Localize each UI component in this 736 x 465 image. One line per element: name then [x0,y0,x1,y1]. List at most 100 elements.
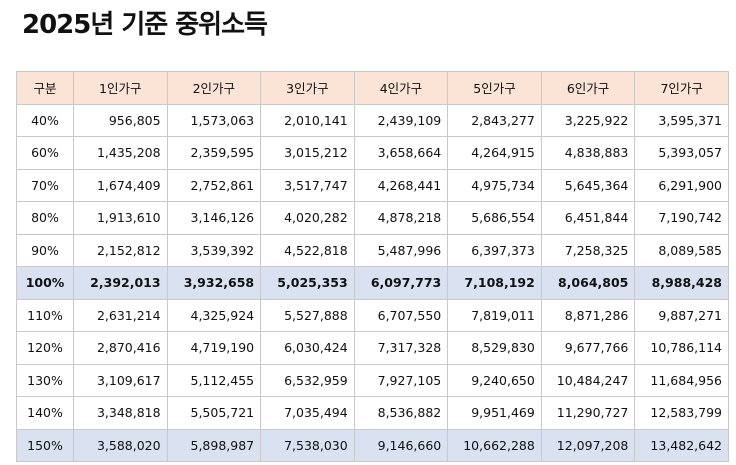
income-cell: 7,108,192 [447,266,542,300]
income-cell: 4,020,282 [260,201,355,235]
income-cell: 4,975,734 [447,168,542,202]
row-category: 80% [16,201,74,235]
row-category: 150% [16,428,74,462]
income-cell: 9,146,660 [353,428,449,462]
income-cell: 3,517,747 [260,168,355,202]
income-cell: 4,878,218 [353,201,449,235]
income-cell: 6,707,550 [353,298,449,332]
income-cell: 1,674,409 [73,168,168,202]
income-cell: 7,927,105 [353,363,449,397]
income-cell: 5,645,364 [540,168,636,202]
table-body: 40% 956,805 1,573,063 2,010,141 2,439,109 2,8… [16,103,729,462]
income-cell: 6,532,959 [260,363,355,397]
table-header-row: 구분 1인가구 2인가구 3인가구 4인가구 5인가구 6인가구 7인가구 [16,71,729,105]
income-cell: 5,487,996 [353,233,449,267]
income-cell: 2,152,812 [73,233,168,267]
row-category: 40% [16,103,74,137]
income-cell: 2,843,277 [447,103,542,137]
income-cell: 4,522,818 [260,233,355,267]
median-income-table: 구분 1인가구 2인가구 3인가구 4인가구 5인가구 6인가구 7인가구 40% 956,80… [16,71,729,462]
table-row: 110% 2,631,214 4,325,924 5,527,888 6,707,550… [16,298,729,332]
income-cell: 8,536,882 [353,396,449,430]
income-cell: 6,097,773 [353,266,449,300]
income-cell: 5,025,353 [260,266,355,300]
income-cell: 4,264,915 [447,136,542,170]
income-cell: 8,988,428 [634,266,729,300]
income-cell: 7,819,011 [447,298,542,332]
income-cell: 7,190,742 [634,201,729,235]
income-cell: 10,662,288 [447,428,542,462]
header-household-6: 6인가구 [540,71,636,105]
row-category: 90% [16,233,74,267]
header-household-5: 5인가구 [447,71,542,105]
income-cell: 3,658,664 [353,136,449,170]
table-row: 70% 1,674,409 2,752,861 3,517,747 4,268,441 4… [16,168,729,202]
income-cell: 6,291,900 [634,168,729,202]
table-row: 150% 3,588,020 5,898,987 7,538,030 9,146,660… [16,428,729,462]
income-cell: 4,268,441 [353,168,449,202]
income-cell: 2,439,109 [353,103,449,137]
income-cell: 5,527,888 [260,298,355,332]
header-category: 구분 [16,71,74,105]
income-cell: 5,686,554 [447,201,542,235]
income-cell: 6,030,424 [260,331,355,365]
income-cell: 9,240,650 [447,363,542,397]
row-category: 140% [16,396,74,430]
table-row: 140% 3,348,818 5,505,721 7,035,494 8,536,882… [16,396,729,430]
income-cell: 3,225,922 [540,103,636,137]
income-cell: 6,451,844 [540,201,636,235]
income-cell: 9,951,469 [447,396,542,430]
income-cell: 3,348,818 [73,396,168,430]
income-cell: 7,258,325 [540,233,636,267]
income-cell: 5,505,721 [166,396,262,430]
table-row: 40% 956,805 1,573,063 2,010,141 2,439,109 2,8… [16,103,729,137]
income-cell: 3,146,126 [166,201,262,235]
income-cell: 7,538,030 [260,428,355,462]
income-cell: 8,064,805 [540,266,636,300]
table-row: 120% 2,870,416 4,719,190 6,030,424 7,317,328… [16,331,729,365]
income-cell: 10,786,114 [634,331,729,365]
income-cell: 3,588,020 [73,428,168,462]
row-category: 110% [16,298,74,332]
row-category: 70% [16,168,74,202]
header-household-4: 4인가구 [353,71,449,105]
income-cell: 1,435,208 [73,136,168,170]
income-cell: 8,529,830 [447,331,542,365]
income-cell: 7,035,494 [260,396,355,430]
income-cell: 11,290,727 [540,396,636,430]
income-cell: 4,838,883 [540,136,636,170]
income-cell: 4,719,190 [166,331,262,365]
income-cell: 9,887,271 [634,298,729,332]
income-cell: 4,325,924 [166,298,262,332]
income-cell: 3,539,392 [166,233,262,267]
table-row: 80% 1,913,610 3,146,126 4,020,282 4,878,218 5… [16,201,729,235]
header-household-7: 7인가구 [634,71,729,105]
header-household-3: 3인가구 [260,71,355,105]
income-cell: 9,677,766 [540,331,636,365]
table-row: 100% 2,392,013 3,932,658 5,025,353 6,097,773… [16,266,729,300]
income-cell: 1,573,063 [166,103,262,137]
income-cell: 956,805 [73,103,168,137]
income-cell: 10,484,247 [540,363,636,397]
row-category: 120% [16,331,74,365]
page-title: 2025년 기준 중위소득 [22,10,268,40]
income-cell: 1,913,610 [73,201,168,235]
header-household-2: 2인가구 [166,71,262,105]
income-cell: 13,482,642 [634,428,729,462]
income-cell: 8,871,286 [540,298,636,332]
income-cell: 3,932,658 [166,266,262,300]
income-cell: 2,631,214 [73,298,168,332]
table-row: 60% 1,435,208 2,359,595 3,015,212 3,658,664 4… [16,136,729,170]
income-cell: 5,393,057 [634,136,729,170]
income-cell: 5,112,455 [166,363,262,397]
income-cell: 3,015,212 [260,136,355,170]
table-row: 130% 3,109,617 5,112,455 6,532,959 7,927,105… [16,363,729,397]
income-cell: 11,684,956 [634,363,729,397]
income-cell: 2,010,141 [260,103,355,137]
income-cell: 12,097,208 [540,428,636,462]
header-household-1: 1인가구 [73,71,168,105]
income-cell: 2,359,595 [166,136,262,170]
row-category: 100% [16,266,74,300]
income-cell: 3,109,617 [73,363,168,397]
income-cell: 3,595,371 [634,103,729,137]
